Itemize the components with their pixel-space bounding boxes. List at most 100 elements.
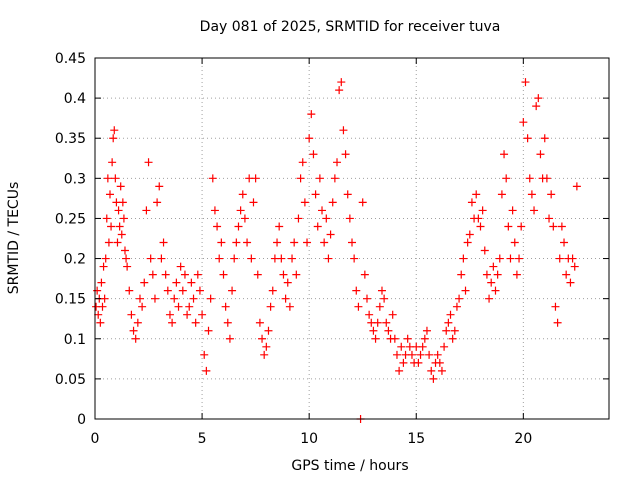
data-point	[348, 238, 356, 247]
data-point	[427, 366, 436, 375]
data-point	[330, 174, 339, 183]
data-point	[515, 254, 524, 263]
data-point	[100, 294, 109, 303]
data-point	[455, 294, 464, 303]
data-point	[172, 278, 181, 287]
data-point	[345, 214, 354, 223]
data-point	[107, 222, 116, 231]
data-point	[375, 302, 384, 311]
data-point	[380, 294, 389, 303]
plot-frame	[94, 57, 610, 420]
data-point	[288, 254, 297, 263]
data-point	[480, 246, 489, 255]
data-point	[491, 286, 500, 295]
data-point	[215, 254, 224, 263]
data-point	[523, 134, 532, 143]
data-point	[129, 326, 138, 335]
data-point	[510, 238, 519, 247]
data-point	[339, 126, 348, 135]
data-point	[101, 254, 110, 263]
x-axis-label: GPS time / hours	[291, 458, 408, 474]
data-point	[388, 310, 397, 319]
data-point	[268, 286, 277, 295]
data-point	[352, 286, 361, 295]
data-point	[463, 238, 472, 247]
data-point	[448, 334, 457, 343]
data-point	[560, 238, 569, 247]
data-point	[459, 254, 468, 263]
data-point	[103, 174, 112, 183]
data-point	[566, 278, 575, 287]
y-tick-label: 0	[77, 412, 86, 428]
data-point	[341, 150, 350, 159]
data-point	[240, 214, 249, 223]
data-point	[185, 302, 194, 311]
data-point	[120, 246, 129, 255]
data-point	[113, 238, 122, 247]
data-point	[208, 174, 217, 183]
data-point	[553, 318, 562, 327]
data-point	[180, 270, 189, 279]
data-point	[131, 334, 140, 343]
data-point	[123, 262, 132, 271]
data-point	[97, 278, 106, 287]
data-point	[111, 174, 120, 183]
data-point	[202, 366, 211, 375]
data-point	[303, 238, 312, 247]
data-point	[542, 174, 551, 183]
data-point	[506, 254, 515, 263]
data-point	[104, 238, 113, 247]
data-point	[525, 174, 534, 183]
data-point	[234, 222, 243, 231]
data-point	[530, 206, 539, 215]
data-point	[485, 294, 494, 303]
axis-ticks: 0 0.05 0.1 0.15 0.2 0.25 0.3 0.35 0.4 0.45 0 5 10 15 2…	[55, 51, 609, 447]
grid-lines	[95, 58, 609, 419]
data-point	[109, 134, 118, 143]
data-point	[343, 190, 352, 199]
data-point	[328, 198, 337, 207]
data-point	[527, 190, 536, 199]
data-point	[155, 182, 164, 191]
data-point	[309, 150, 318, 159]
data-point	[200, 350, 209, 359]
data-point	[148, 270, 157, 279]
data-point	[144, 158, 153, 167]
data-point	[517, 222, 526, 231]
data-point	[260, 350, 269, 359]
data-point	[437, 366, 446, 375]
data-point	[238, 190, 247, 199]
data-point	[444, 318, 453, 327]
data-point	[174, 302, 183, 311]
data-point	[521, 78, 530, 87]
data-point	[414, 358, 423, 367]
data-point	[210, 206, 219, 215]
data-point	[435, 358, 444, 367]
data-point	[183, 310, 192, 319]
data-point	[219, 270, 228, 279]
data-point	[547, 190, 556, 199]
data-point	[422, 326, 431, 335]
data-point	[146, 254, 155, 263]
data-point	[153, 198, 162, 207]
x-tick-label: 20	[514, 431, 532, 447]
data-point	[193, 270, 202, 279]
data-point	[512, 270, 521, 279]
data-point	[110, 126, 119, 135]
data-point	[508, 206, 517, 215]
data-point	[243, 238, 252, 247]
data-point	[157, 254, 166, 263]
data-point	[204, 326, 213, 335]
data-point	[320, 238, 329, 247]
data-point	[502, 174, 511, 183]
data-point	[333, 158, 342, 167]
data-point	[285, 302, 294, 311]
data-point	[545, 214, 554, 223]
data-point	[262, 342, 271, 351]
data-point	[305, 134, 314, 143]
data-point	[365, 310, 374, 319]
data-point	[557, 222, 566, 231]
data-point	[198, 310, 207, 319]
data-point	[266, 302, 275, 311]
data-point	[236, 206, 245, 215]
